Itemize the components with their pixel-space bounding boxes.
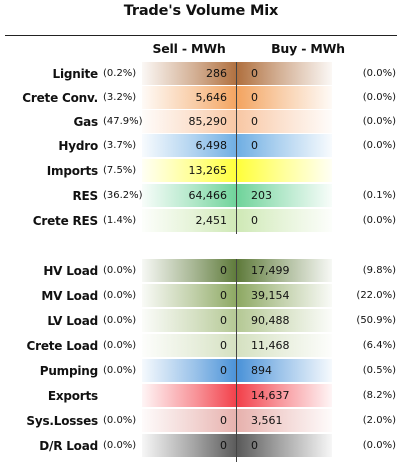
buy-column-header: Buy - MWh [271,41,345,56]
sell-percent: (7.5%) [103,165,137,176]
table-row-crete-res: Crete RES (1.4%) 2,451 0 (0.0%) [0,209,402,233]
buy-percent: (0.0%) [362,92,396,103]
sell-percent: (36.2%) [103,190,143,201]
buy-percent: (50.9%) [356,315,396,326]
table-row-imports: Imports (7.5%) 13,265 [0,159,402,183]
row-label: Crete Load [26,339,99,353]
buy-value-cell: 0 [237,86,332,109]
table-row-hv-load: HV Load (0.0%) 0 17,499 (9.8%) [0,259,402,283]
table-row-sys-losses: Sys.Losses (0.0%) 0 3,561 (2.0%) [0,409,402,433]
sell-percent: (0.0%) [103,440,137,451]
row-label: Imports [46,164,98,178]
sell-percent: (47.9%) [103,116,143,127]
buy-percent: (0.0%) [362,116,396,127]
sell-percent: (1.4%) [103,215,137,226]
buy-percent: (0.1%) [362,190,396,201]
buy-value-cell: 14,637 [237,384,332,407]
sell-value-cell: 0 [142,359,237,382]
sell-value-cell: 0 [142,409,237,432]
buy-value-cell: 0 [237,134,332,157]
buy-value-cell: 0 [237,434,332,457]
row-label: MV Load [41,289,98,303]
buy-value-cell: 0 [237,62,332,85]
row-label: Crete Conv. [22,91,98,105]
buy-value-cell: 894 [237,359,332,382]
row-label: Exports [47,389,98,403]
row-label: Sys.Losses [26,414,98,428]
buy-value-cell: 3,561 [237,409,332,432]
sell-value-cell: 5,646 [142,86,237,109]
row-label: D/R Load [39,439,98,453]
buy-value-cell: 203 [237,184,332,207]
row-label: Hydro [58,139,98,153]
sell-buy-divider [236,259,237,462]
sell-value-cell: 0 [142,334,237,357]
sell-percent: (0.0%) [103,415,137,426]
table-row-crete-load: Crete Load (0.0%) 0 11,468 (6.4%) [0,334,402,358]
sell-value-cell: 64,466 [142,184,237,207]
sell-value-cell [142,384,237,407]
table-row-exports: Exports 14,637 (8.2%) [0,384,402,408]
sell-value-cell: 13,265 [142,159,237,182]
sell-percent: (3.2%) [103,92,137,103]
table-row-lignite: Lignite (0.2%) 286 0 (0.0%) [0,62,402,86]
table-row-crete-conv: Crete Conv. (3.2%) 5,646 0 (0.0%) [0,86,402,110]
sell-percent: (0.2%) [103,68,137,79]
buy-value-cell [237,159,332,182]
sell-percent: (0.0%) [103,290,137,301]
sell-value-cell: 0 [142,284,237,307]
row-label: Crete RES [32,214,98,228]
sell-value-cell: 0 [142,434,237,457]
table-row-hydro: Hydro (3.7%) 6,498 0 (0.0%) [0,134,402,158]
buy-value-cell: 39,154 [237,284,332,307]
sell-percent: (0.0%) [103,265,137,276]
buy-value-cell: 11,468 [237,334,332,357]
buy-value-cell: 17,499 [237,259,332,282]
row-label: LV Load [47,314,98,328]
sell-percent: (0.0%) [103,340,137,351]
buy-value-cell: 0 [237,110,332,133]
buy-percent: (2.0%) [362,415,396,426]
buy-value-cell: 0 [237,209,332,232]
table-row-d-r-load: D/R Load (0.0%) 0 0 (0.0%) [0,434,402,458]
row-label: Pumping [39,364,98,378]
sell-column-header: Sell - MWh [152,41,226,56]
row-label: Gas [73,115,99,129]
buy-percent: (8.2%) [362,390,396,401]
sell-percent: (0.0%) [103,365,137,376]
table-row-pumping: Pumping (0.0%) 0 894 (0.5%) [0,359,402,383]
buy-percent: (9.8%) [362,265,396,276]
row-label: Lignite [52,67,99,81]
sell-percent: (0.0%) [103,315,137,326]
sell-value-cell: 0 [142,309,237,332]
sell-percent: (3.7%) [103,140,137,151]
buy-percent: (0.0%) [362,215,396,226]
sell-value-cell: 2,451 [142,209,237,232]
chart-title: Trade's Volume Mix [123,3,279,19]
table-row-lv-load: LV Load (0.0%) 0 90,488 (50.9%) [0,309,402,333]
buy-percent: (0.5%) [362,365,396,376]
row-label: RES [72,189,99,203]
sell-value-cell: 85,290 [142,110,237,133]
sell-value-cell: 286 [142,62,237,85]
buy-percent: (0.0%) [362,440,396,451]
sell-value-cell: 0 [142,259,237,282]
buy-percent: (0.0%) [362,68,396,79]
buy-percent: (22.0%) [356,290,396,301]
table-row-res: RES (36.2%) 64,466 203 (0.1%) [0,184,402,208]
buy-percent: (6.4%) [362,340,396,351]
row-label: HV Load [43,264,98,278]
sell-value-cell: 6,498 [142,134,237,157]
sell-buy-divider [236,62,237,234]
table-row-gas: Gas (47.9%) 85,290 0 (0.0%) [0,110,402,134]
title-rule [5,35,397,36]
table-row-mv-load: MV Load (0.0%) 0 39,154 (22.0%) [0,284,402,308]
buy-percent: (0.0%) [362,140,396,151]
buy-value-cell: 90,488 [237,309,332,332]
